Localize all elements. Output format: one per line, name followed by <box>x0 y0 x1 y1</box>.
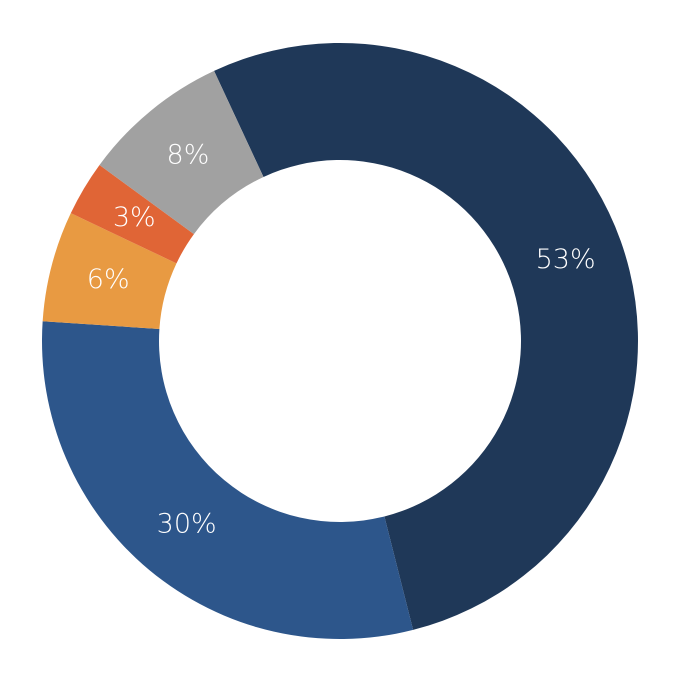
slice-label: 30% <box>157 509 217 540</box>
donut-slice <box>41 321 414 639</box>
donut-slice <box>99 70 264 235</box>
slice-label: 3% <box>113 202 156 233</box>
donut-slice <box>42 213 177 330</box>
donut-slice <box>214 43 638 630</box>
slice-label: 8% <box>167 139 210 170</box>
slice-label: 6% <box>87 264 130 295</box>
slice-label: 53% <box>536 244 596 275</box>
donut-slice <box>70 164 194 264</box>
